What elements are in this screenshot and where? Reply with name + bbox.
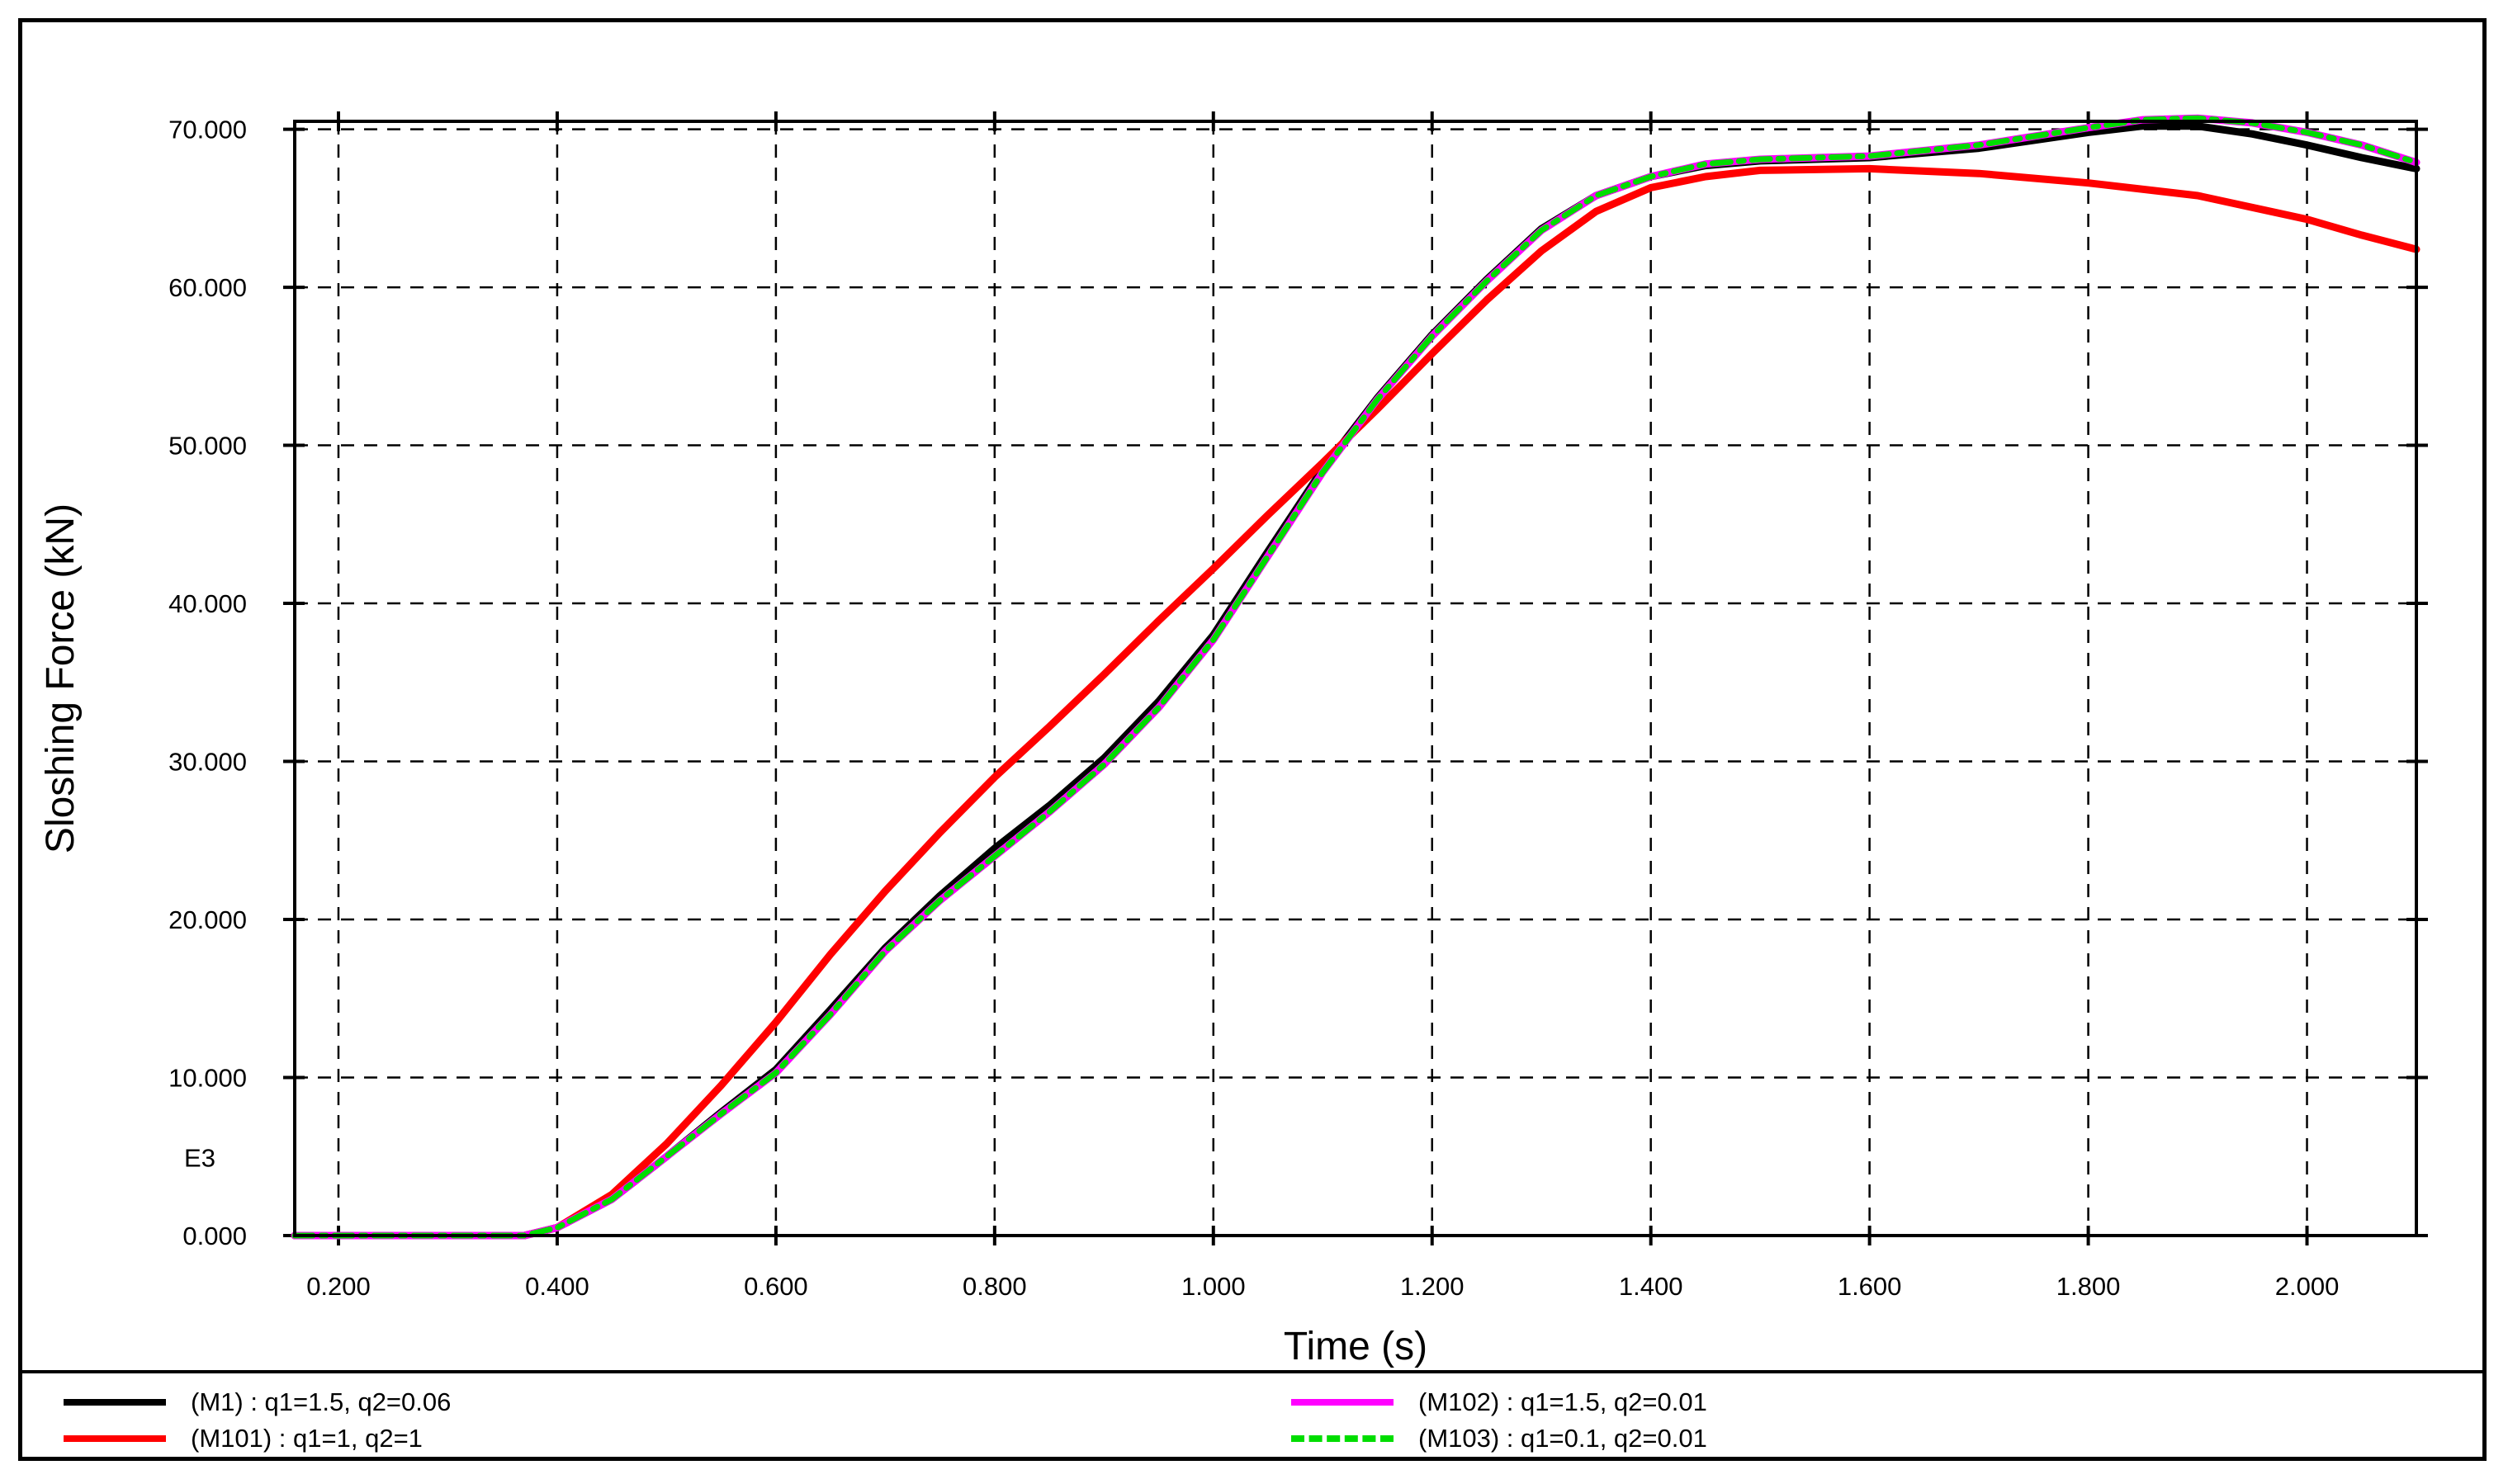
x-tick-label: 0.200 [306, 1272, 371, 1301]
legend-label-m1: (M1) : q1=1.5, q2=0.06 [191, 1387, 452, 1416]
y-tick-label: 60.000 [168, 273, 247, 302]
chart-frame: 0.200 0.400 0.600 0.800 1.000 1.200 1.400 1.600… [18, 18, 2487, 1461]
legend-entry-m1: (M1) : q1=1.5, q2=0.06 [64, 1386, 451, 1419]
x-tick-label: 2.000 [2275, 1272, 2340, 1301]
x-tick-label: 1.000 [1181, 1272, 1246, 1301]
x-tick-label: 0.600 [744, 1272, 808, 1301]
series-line-m102 [291, 114, 2420, 1240]
x-axis-label: Time (s) [1284, 1325, 1427, 1368]
legend-swatch-m1 [64, 1399, 166, 1406]
series-lines [291, 114, 2420, 1240]
y-tick-labels: 0.000 10.000 20.000 30.000 40.000 50.000 60.00… [168, 116, 247, 1250]
x-tick-label: 1.800 [2056, 1272, 2121, 1301]
plot-area-border [293, 120, 2418, 1237]
y-tick-label: 10.000 [168, 1064, 247, 1093]
legend-swatch-m103 [1291, 1435, 1394, 1442]
y-tick-label: 30.000 [168, 748, 247, 777]
y-tick-label: 0.000 [182, 1222, 247, 1250]
series-line-m101 [291, 164, 2420, 1240]
tick-marks [283, 111, 2428, 1245]
y-tick-label: 50.000 [168, 432, 247, 461]
legend-label-m102: (M102) : q1=1.5, q2=0.01 [1418, 1387, 1707, 1416]
legend-label-m103: (M103) : q1=0.1, q2=0.01 [1418, 1424, 1707, 1453]
x-tick-label: 0.800 [963, 1272, 1027, 1301]
grid-lines [295, 121, 2416, 1236]
y-tick-label: 70.000 [168, 116, 247, 144]
legend-entry-m103: (M103) : q1=0.1, q2=0.01 [1291, 1422, 1707, 1455]
legend-swatch-m101 [64, 1435, 166, 1442]
x-tick-labels: 0.200 0.400 0.600 0.800 1.000 1.200 1.400 1.600… [306, 1272, 2339, 1301]
y-tick-label: 40.000 [168, 589, 247, 618]
x-tick-label: 1.400 [1619, 1272, 1683, 1301]
chart-svg: 0.200 0.400 0.600 0.800 1.000 1.200 1.400 1.600… [22, 111, 2482, 1373]
y-axis-label: Sloshing Force (kN) [39, 503, 83, 853]
legend-entry-m101: (M101) : q1=1, q2=1 [64, 1422, 423, 1455]
series-line-m1 [291, 122, 2420, 1240]
y-tick-label: 20.000 [168, 905, 247, 934]
legend-label-m101: (M101) : q1=1, q2=1 [191, 1424, 423, 1453]
x-tick-label: 1.200 [1400, 1272, 1465, 1301]
x-tick-label: 0.400 [525, 1272, 589, 1301]
y-multiplier-label: E3 [184, 1143, 215, 1172]
x-tick-label: 1.600 [1838, 1272, 1902, 1301]
series-line-m103 [291, 115, 2420, 1239]
legend-swatch-m102 [1291, 1399, 1394, 1406]
legend-entry-m102: (M102) : q1=1.5, q2=0.01 [1291, 1386, 1707, 1419]
